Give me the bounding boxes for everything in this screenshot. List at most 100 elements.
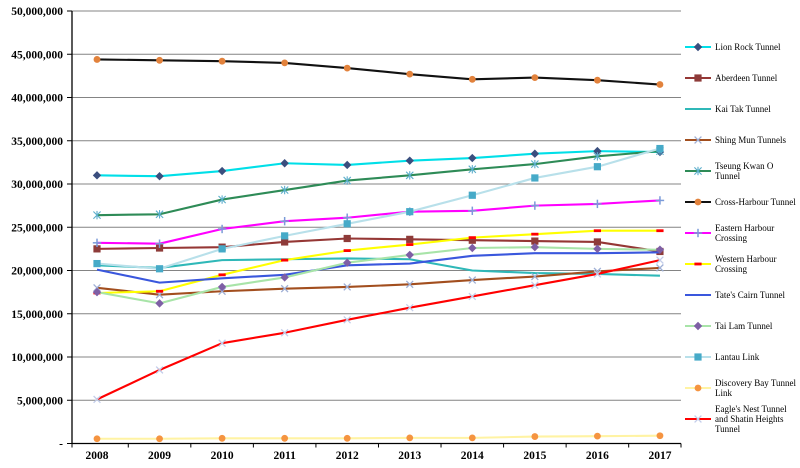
data-point-marker xyxy=(468,434,476,442)
series-tseung-kwan-o-tunnel xyxy=(93,146,664,220)
data-point-marker xyxy=(468,165,477,174)
data-point-marker xyxy=(405,280,414,289)
data-point-marker xyxy=(155,299,164,308)
legend-item: Cross-Harbour Tunnel xyxy=(684,186,800,217)
data-point-marker xyxy=(155,366,164,374)
data-point-marker xyxy=(594,76,601,84)
legend-swatch xyxy=(685,228,711,237)
series-line xyxy=(97,434,660,440)
series-line xyxy=(96,147,661,270)
data-point-marker xyxy=(343,283,352,291)
x-axis-label: 2011 xyxy=(273,450,296,462)
data-point-marker xyxy=(406,434,414,442)
data-point-marker xyxy=(217,166,227,176)
series-western-harbour-crossing xyxy=(93,229,664,295)
legend-label: Lion Rock Tunnel xyxy=(715,41,781,52)
data-point-marker xyxy=(280,185,289,195)
data-point-marker xyxy=(343,258,352,267)
data-point-marker xyxy=(343,234,351,243)
legend-item: Aberdeen Tunnel xyxy=(684,62,800,93)
data-point-marker xyxy=(530,159,539,169)
data-point-marker xyxy=(281,258,289,262)
legend-label: Western Harbour Crossing xyxy=(715,253,777,274)
legend-label: Cross-Harbour Tunnel xyxy=(715,196,796,207)
data-point-marker xyxy=(694,198,702,205)
x-axis-label: 2015 xyxy=(523,450,546,462)
data-point-marker xyxy=(530,281,539,290)
data-point-marker xyxy=(406,235,414,243)
data-point-marker xyxy=(468,236,476,240)
series-cross-harbour-tunnel xyxy=(93,56,664,88)
data-point-marker xyxy=(656,81,664,88)
data-point-marker xyxy=(531,74,539,82)
legend-label: Eagle's Nest Tunnel and Shatin Heights T… xyxy=(715,403,787,434)
legend-swatch xyxy=(685,352,711,361)
series-discovery-bay-tunnel-link xyxy=(93,432,664,443)
legend-item: Kai Tak Tunnel xyxy=(684,93,800,124)
y-axis-label: 35,000,000 xyxy=(11,136,63,148)
data-point-marker xyxy=(93,395,101,404)
series-eastern-harbour-crossing xyxy=(92,196,665,248)
legend-item: Western Harbour Crossing xyxy=(684,248,800,279)
data-point-marker xyxy=(405,171,414,180)
data-point-marker xyxy=(693,42,703,51)
data-point-marker xyxy=(218,434,226,442)
data-point-marker xyxy=(694,384,702,391)
y-axis-label: 20,000,000 xyxy=(11,266,63,278)
data-point-marker xyxy=(694,262,702,265)
x-axis-label: 2010 xyxy=(211,450,234,462)
data-point-marker xyxy=(531,237,539,245)
legend-swatch xyxy=(685,107,711,110)
data-point-marker xyxy=(343,434,351,442)
series-line xyxy=(96,150,660,178)
data-point-marker xyxy=(155,244,164,252)
series-lion-rock-tunnel xyxy=(92,146,665,181)
data-point-marker xyxy=(694,414,702,423)
data-point-marker xyxy=(593,238,601,246)
data-point-marker xyxy=(468,236,476,244)
data-point-marker xyxy=(593,229,601,233)
x-axis-label: 2016 xyxy=(586,450,609,462)
data-point-marker xyxy=(217,224,227,234)
y-axis-label: 15,000,000 xyxy=(11,309,63,321)
data-point-marker xyxy=(281,59,289,67)
data-point-marker xyxy=(155,172,164,181)
series-line xyxy=(96,251,660,284)
data-point-marker xyxy=(343,315,352,324)
data-point-marker xyxy=(656,256,664,264)
data-point-marker xyxy=(155,289,164,293)
data-point-marker xyxy=(280,216,289,226)
legend-label: Tate's Cairn Tunnel xyxy=(715,289,785,300)
data-point-marker xyxy=(468,292,477,301)
data-point-marker xyxy=(93,259,101,268)
legend-swatch xyxy=(685,384,711,391)
data-point-marker xyxy=(655,245,665,254)
y-axis-label: - xyxy=(59,439,63,451)
data-point-marker xyxy=(405,303,414,312)
legend-label: Kai Tak Tunnel xyxy=(715,103,771,114)
legend-swatch xyxy=(685,42,711,51)
y-axis-label: 30,000,000 xyxy=(11,179,63,191)
legend-swatch xyxy=(685,198,711,205)
data-point-marker xyxy=(218,339,226,348)
series-aberdeen-tunnel xyxy=(93,234,664,256)
series-line xyxy=(96,150,661,217)
data-point-marker xyxy=(281,232,289,240)
data-point-marker xyxy=(217,282,227,292)
legend-item: Shing Mun Tunnels xyxy=(684,124,800,155)
series-line xyxy=(96,266,661,296)
data-point-marker xyxy=(93,56,101,63)
data-point-marker xyxy=(655,196,665,205)
data-point-marker xyxy=(593,146,602,156)
data-point-marker xyxy=(593,270,602,278)
legend-swatch xyxy=(685,414,711,423)
data-point-marker xyxy=(92,171,102,180)
x-axis-label: 2012 xyxy=(336,450,359,462)
chart-legend: Lion Rock Tunnel Aberdeen Tunnel Kai Tak T… xyxy=(684,31,800,434)
data-point-marker xyxy=(531,232,539,236)
y-axis-label: 40,000,000 xyxy=(11,93,63,105)
legend-label: Discovery Bay Tunnel Link xyxy=(715,377,796,398)
series-line xyxy=(96,259,661,401)
data-point-marker xyxy=(280,328,289,337)
